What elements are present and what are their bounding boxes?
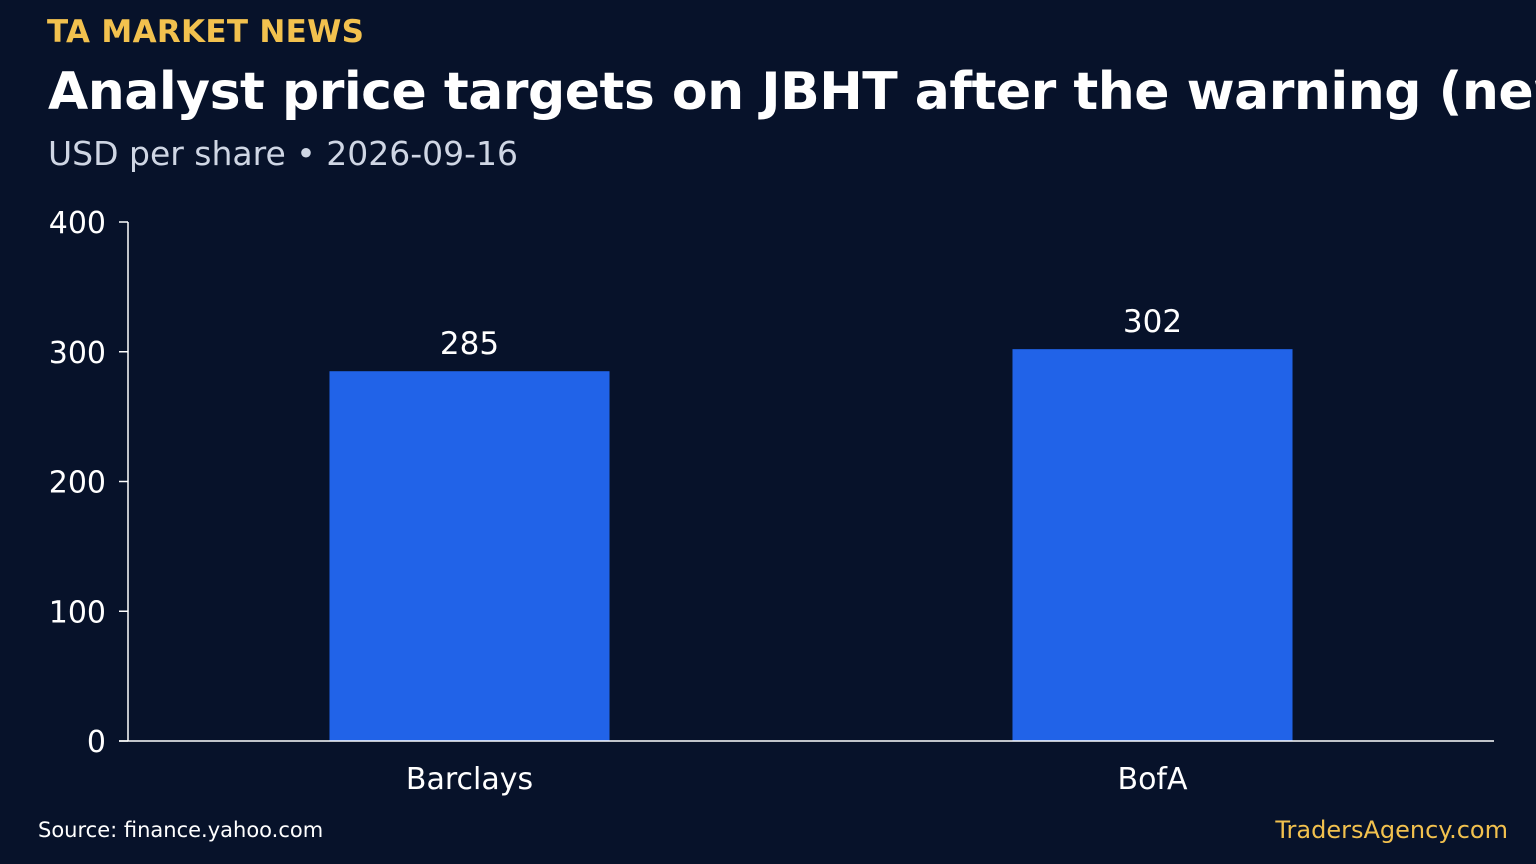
y-tick-label: 400 [49,206,106,241]
bar-value-label: 302 [1123,304,1182,340]
y-tick-label: 0 [87,725,106,760]
chart-title: Analyst price targets on JBHT after the … [48,62,1536,122]
x-axis: Barclays BofA [119,740,1494,797]
x-category-label: BofA [1117,762,1187,797]
y-tick-label: 100 [49,595,106,630]
x-category-label: Barclays [406,762,533,797]
bar-value-label: 285 [440,326,499,362]
source-note: Source: finance.yahoo.com [38,818,324,842]
bars: 285 302 [329,304,1293,741]
y-tick-label: 200 [49,466,106,501]
chart-subtitle: USD per share • 2026-09-16 [48,134,519,173]
y-axis: 0 100 200 300 400 [49,206,129,760]
bar [329,371,610,741]
y-tick-label: 300 [49,336,106,371]
bar [1012,349,1293,741]
brand-label: TA MARKET NEWS [47,14,365,50]
site-credit: TradersAgency.com [1275,816,1508,844]
